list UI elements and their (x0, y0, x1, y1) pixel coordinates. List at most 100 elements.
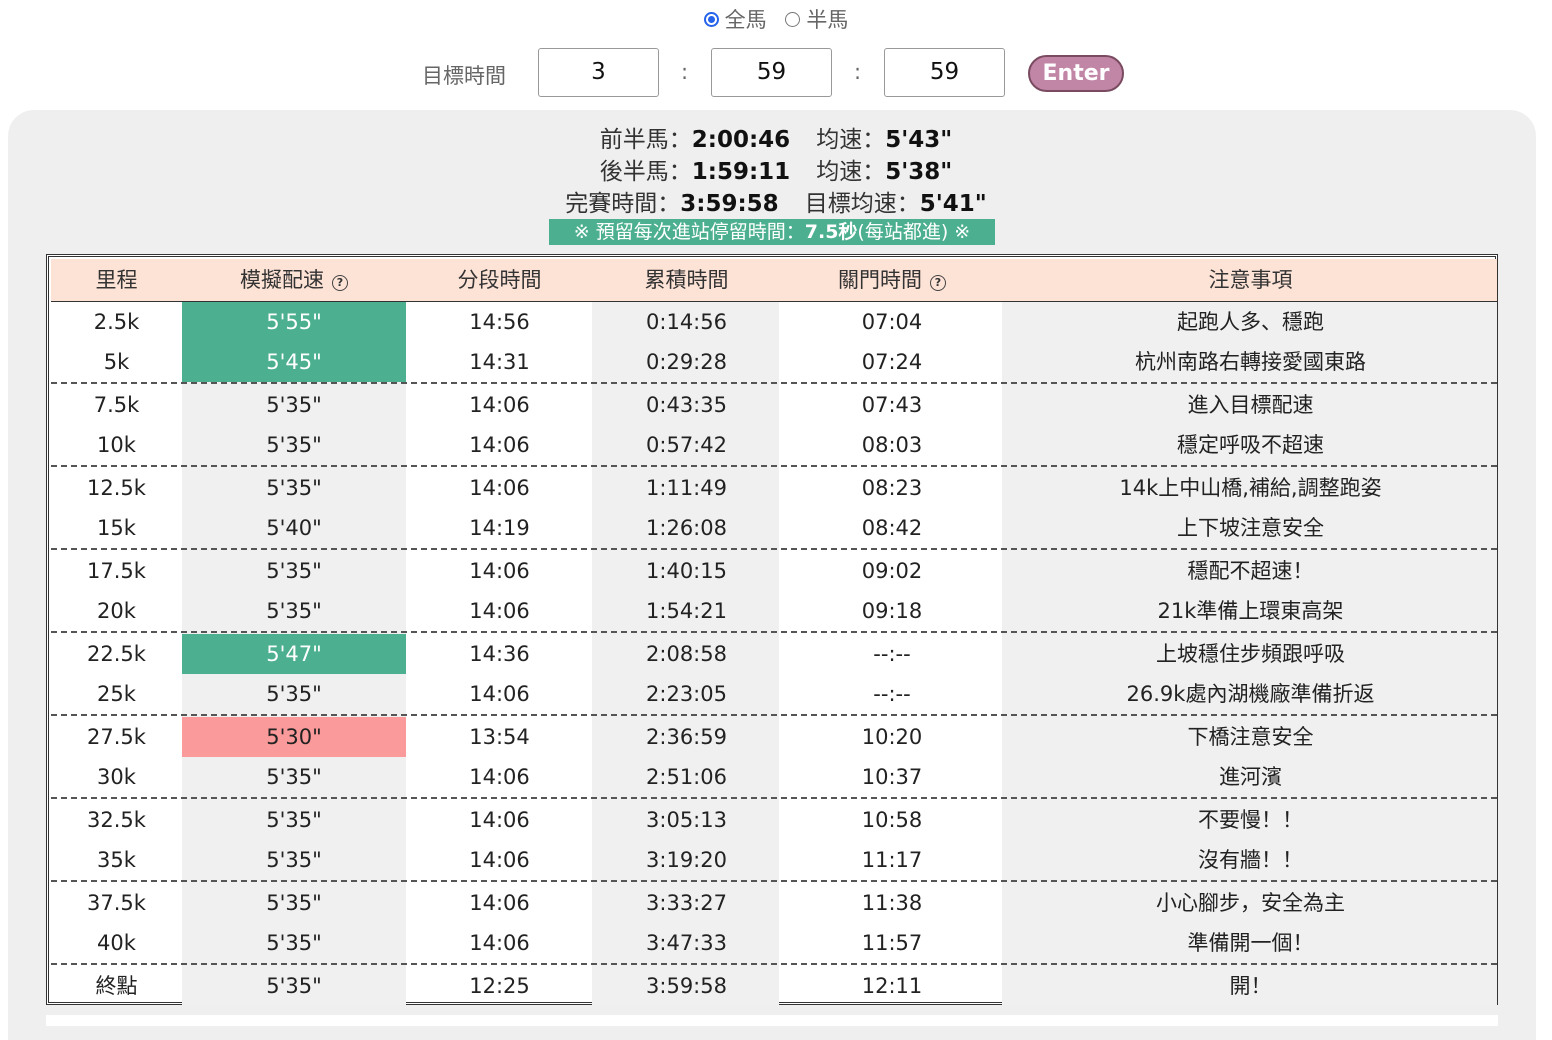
cell-note: 14k上中山橋,補給,調整跑姿 (1119, 476, 1382, 500)
radio-label: 半馬 (806, 8, 849, 32)
second-half-time: 1:59:11 (691, 159, 791, 185)
cell-pace: 5'35" (266, 393, 322, 417)
cell-cumulative: 3:33:27 (646, 891, 727, 915)
minutes-input[interactable]: 59 (711, 48, 832, 97)
cell-distance: 12.5k (87, 476, 146, 500)
col-split: 分段時間 (457, 268, 542, 292)
table-row: 17.5k 5'35" 14:06 1:40:15 09:02 穩配不超速！ (51, 551, 1497, 591)
colon-separator: : (854, 60, 862, 84)
cell-pace: 5'35" (266, 559, 322, 583)
cell-cumulative: 2:51:06 (646, 765, 727, 789)
table-row: 40k 5'35" 14:06 3:47:33 11:57 準備開一個！ (51, 923, 1497, 963)
cell-split: 14:06 (469, 599, 530, 623)
cell-split: 14:56 (469, 310, 530, 334)
cell-cumulative: 2:23:05 (646, 682, 727, 706)
table-row: 12.5k 5'35" 14:06 1:11:49 08:23 14k上中山橋,補給,調整… (51, 468, 1497, 508)
radio-full-marathon[interactable]: 全馬 (703, 4, 767, 34)
cell-note: 21k準備上環東高架 (1157, 599, 1344, 623)
cell-distance: 終點 (95, 974, 138, 998)
race-type-selector: 全馬 半馬 (0, 4, 1552, 34)
cell-distance: 10k (97, 433, 136, 457)
target-pace: 5'41" (919, 191, 987, 217)
help-icon[interactable]: ? (332, 275, 348, 291)
group-separator (51, 963, 1497, 965)
notes-column-bg (1002, 302, 1497, 1005)
table-row: 15k 5'40" 14:19 1:26:08 08:42 上下坡注意安全 (51, 508, 1497, 548)
cell-split: 14:06 (469, 476, 530, 500)
cell-cutoff: 07:24 (861, 350, 923, 374)
cell-distance: 5k (103, 350, 130, 374)
group-separator (51, 548, 1497, 550)
radio-label: 全馬 (724, 8, 767, 32)
cell-split: 14:06 (469, 891, 530, 915)
table-row: 25k 5'35" 14:06 2:23:05 --:-- 26.9k處內湖機廠準備折返 (51, 674, 1497, 714)
table-footer-space (46, 1015, 1498, 1026)
cell-note: 穩定呼吸不超速 (1177, 433, 1324, 457)
table-row: 終點 5'35" 12:25 3:59:58 12:11 開！ (51, 966, 1497, 1006)
cell-split: 14:06 (469, 848, 530, 872)
target-time-row: 目標時間 3 : 59 : 59 Enter (0, 48, 1552, 100)
cell-cumulative: 2:08:58 (646, 642, 727, 666)
cell-cutoff: 08:42 (861, 516, 923, 540)
seconds-input[interactable]: 59 (884, 48, 1005, 97)
radio-half-marathon[interactable]: 半馬 (785, 4, 848, 34)
cell-pace: 5'35" (266, 682, 322, 706)
cell-cutoff: 07:43 (861, 393, 923, 417)
cell-cumulative: 3:47:33 (646, 931, 727, 955)
cell-pace: 5'30" (182, 717, 406, 757)
cell-cutoff: 09:18 (861, 599, 923, 623)
cell-cumulative: 0:43:35 (646, 393, 727, 417)
cell-distance: 37.5k (87, 891, 146, 915)
cell-note: 26.9k處內湖機廠準備折返 (1126, 682, 1375, 706)
col-cumulative: 累積時間 (644, 268, 729, 292)
cell-split: 14:19 (469, 516, 530, 540)
cell-cumulative: 3:19:20 (646, 848, 727, 872)
cell-distance: 25k (97, 682, 136, 706)
second-half-summary: 後半馬：1:59:11 均速：5'38" (599, 159, 953, 185)
cell-distance: 7.5k (93, 393, 140, 417)
cell-note: 沒有牆！！ (1198, 848, 1303, 872)
cell-cumulative: 1:40:15 (646, 559, 727, 583)
cell-split: 14:06 (469, 393, 530, 417)
enter-button[interactable]: Enter (1028, 55, 1124, 92)
cell-cutoff: 11:57 (861, 931, 923, 955)
cell-cutoff: 10:37 (861, 765, 923, 789)
col-notes: 注意事項 (1208, 268, 1293, 292)
cell-split: 14:36 (469, 642, 530, 666)
cell-note: 開！ (1229, 974, 1272, 998)
cumulative-column-bg (592, 302, 779, 1005)
first-half-time: 2:00:46 (691, 127, 791, 153)
first-half-pace: 5'43" (885, 127, 953, 153)
cell-note: 上坡穩住步頻跟呼吸 (1156, 642, 1345, 666)
help-icon[interactable]: ? (930, 275, 946, 291)
table-row: 10k 5'35" 14:06 0:57:42 08:03 穩定呼吸不超速 (51, 425, 1497, 465)
cell-cutoff: 11:38 (861, 891, 923, 915)
hours-input[interactable]: 3 (538, 48, 659, 97)
cell-cumulative: 3:59:58 (646, 974, 727, 998)
second-half-pace: 5'38" (885, 159, 953, 185)
cell-cutoff: 09:02 (861, 559, 923, 583)
cell-split: 14:06 (469, 808, 530, 832)
col-pace: 模擬配速? (182, 259, 406, 301)
finish-time: 3:59:58 (680, 191, 779, 217)
cell-note: 不要慢！！ (1198, 808, 1303, 832)
cell-distance: 30k (97, 765, 136, 789)
group-separator (51, 797, 1497, 799)
cell-distance: 35k (97, 848, 136, 872)
cell-split: 14:06 (469, 559, 530, 583)
cell-note: 進河濱 (1219, 765, 1282, 789)
cell-pace: 5'35" (266, 891, 322, 915)
cell-note: 下橋注意安全 (1187, 725, 1314, 749)
cell-pace: 5'40" (266, 516, 322, 540)
cell-cutoff: 10:58 (861, 808, 923, 832)
cell-pace: 5'35" (266, 974, 322, 998)
cell-note: 準備開一個！ (1187, 931, 1314, 955)
table-row: 2.5k 5'55" 14:56 0:14:56 07:04 起跑人多、穩跑 (51, 302, 1497, 342)
group-separator (51, 382, 1497, 384)
cell-pace: 5'35" (266, 599, 322, 623)
cell-pace: 5'35" (266, 765, 322, 789)
finish-summary: 完賽時間：3:59:58 目標均速：5'41" (565, 191, 987, 217)
cell-cutoff: 12:11 (861, 974, 923, 998)
table-row: 27.5k 5'30" 13:54 2:36:59 10:20 下橋注意安全 (51, 717, 1497, 757)
cell-note: 上下坡注意安全 (1177, 516, 1324, 540)
